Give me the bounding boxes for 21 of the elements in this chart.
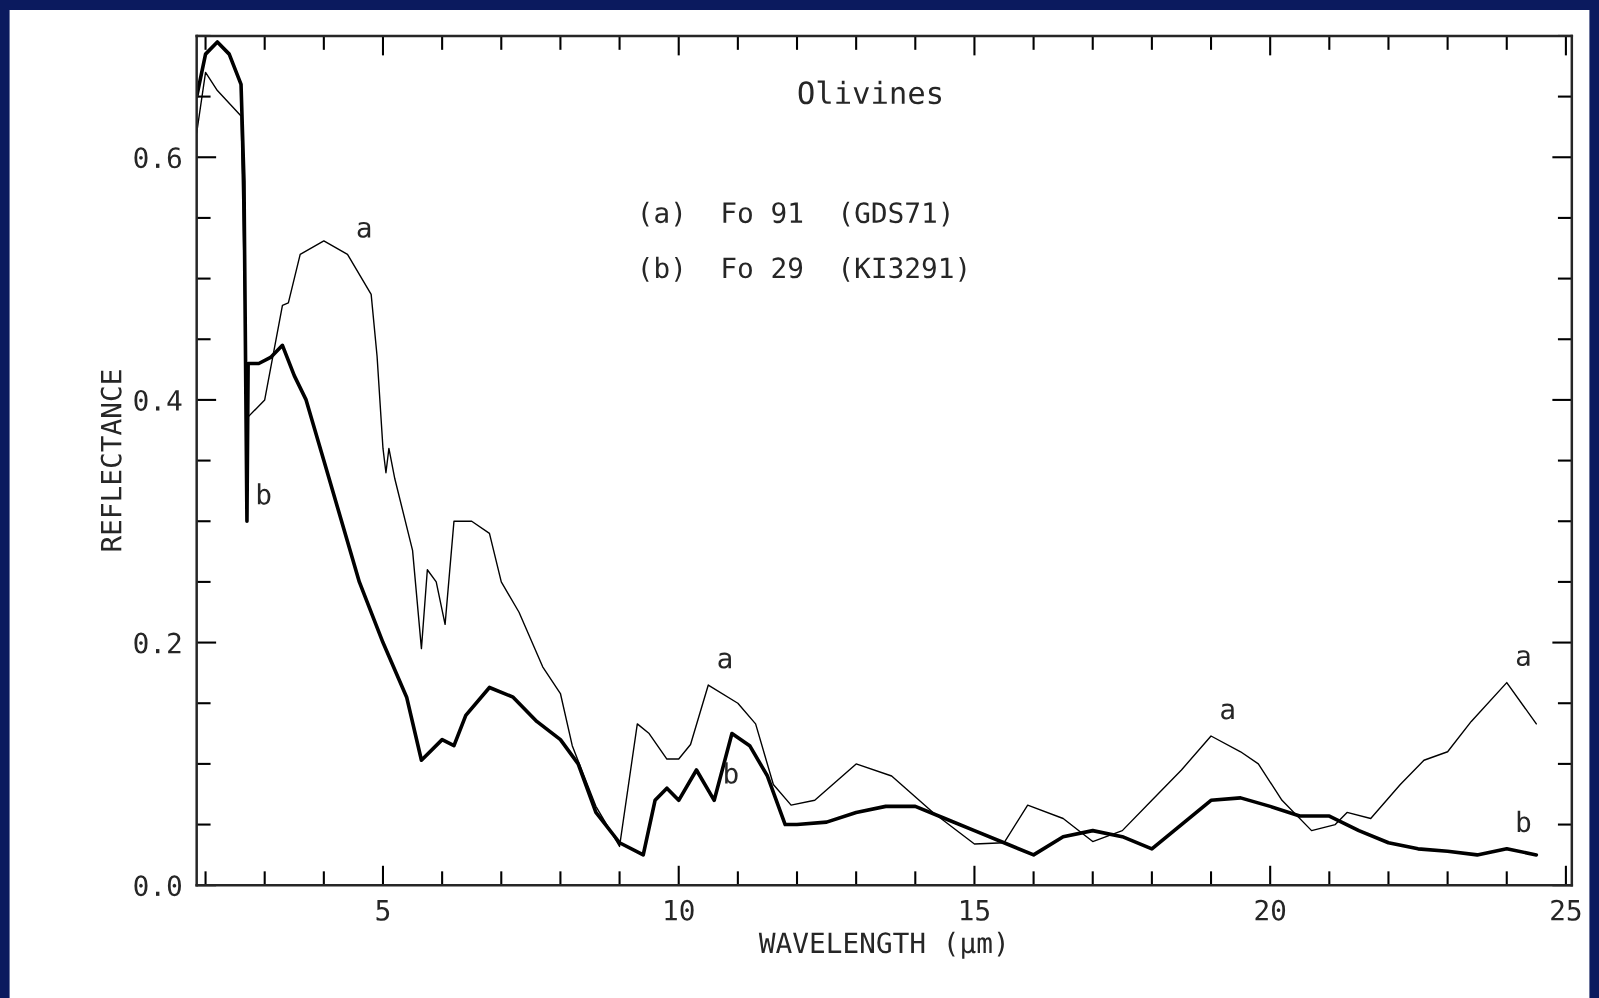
x-tick-label: 20 — [1255, 899, 1286, 921]
y-axis-title: REFLECTANCE — [100, 370, 122, 551]
annotation: a — [1221, 703, 1234, 720]
y-tick-label: 0.0 — [134, 875, 181, 897]
annotation: a — [718, 652, 731, 669]
text: Olivines — [798, 80, 942, 105]
x-tick-label: 10 — [665, 899, 694, 921]
annotation: b — [1517, 810, 1531, 833]
x-axis-title: WAVELENGTH (µm) — [758, 931, 1004, 959]
annotation: (a) Fo 91 (GDS71) — [642, 201, 949, 227]
annotation: (b) Fo 29 (KI3291) — [642, 256, 966, 282]
annotation: a — [357, 221, 371, 238]
x-tick-label: 15 — [961, 900, 989, 921]
y-tick-label: 0.6 — [134, 147, 181, 169]
x-tick-label: 5 — [376, 900, 390, 921]
y-tick-label: 0.2 — [134, 632, 181, 654]
x-tick-label: 25 — [1551, 899, 1581, 921]
annotation: b — [257, 483, 271, 505]
annotation: b — [725, 762, 738, 784]
y-tick-label: 0.4 — [134, 389, 182, 411]
annotation: a — [1516, 650, 1530, 667]
